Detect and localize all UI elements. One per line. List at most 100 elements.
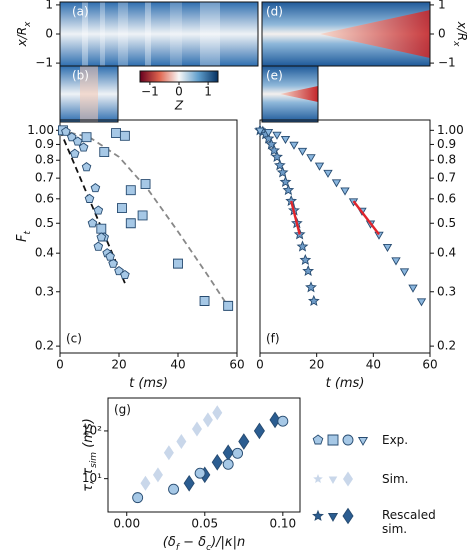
colorbar-tick-label: −1: [141, 85, 159, 99]
panel-label: (b): [72, 69, 89, 83]
y-tick-label: 0.5: [437, 216, 456, 230]
plot-data: [58, 125, 234, 312]
data-point: [81, 162, 92, 172]
data-point: [391, 257, 401, 266]
data-point: [302, 264, 315, 277]
y-tick-label: 10¹: [82, 471, 102, 485]
data-point: [314, 162, 325, 171]
data-point: [125, 185, 136, 196]
data-point: [211, 453, 223, 471]
y-axis-label-part: (ms): [81, 418, 96, 452]
data-point: [90, 183, 101, 193]
y-tick-label: 0.8: [35, 153, 54, 167]
colorbar-label: Z: [174, 99, 184, 113]
legend-marker: [327, 513, 339, 522]
x-tick-label: 20: [111, 358, 126, 372]
trend-line: [290, 200, 301, 235]
colorbar: [139, 70, 219, 83]
data-point: [111, 128, 121, 138]
y-tick-label: 0.7: [35, 171, 54, 185]
data-point: [274, 159, 286, 171]
y-tick-label: 0.5: [35, 216, 54, 230]
panel-label: (c): [66, 332, 82, 346]
x-axis-label-part: c: [206, 543, 211, 552]
data-point: [269, 411, 281, 429]
y-tick-label: 0.6: [35, 191, 54, 205]
y-axis-label-part: F: [15, 234, 30, 242]
x-tick-label: 40: [170, 358, 185, 372]
data-point: [93, 205, 104, 215]
x-tick-label: 60: [229, 358, 244, 372]
y-axis-label-part: x/R: [456, 21, 470, 41]
data-point: [84, 193, 95, 203]
data-point: [120, 269, 130, 280]
y-axis-label-part: sim: [89, 452, 99, 468]
y-tick-label: −1: [438, 56, 456, 70]
trend-line: [352, 200, 380, 236]
x-tick-label: 40: [366, 358, 381, 372]
legend-text: Exp.: [382, 433, 409, 447]
data-point: [399, 268, 410, 277]
panel-label: (f): [266, 332, 280, 346]
data-point: [96, 232, 107, 242]
data-point: [183, 474, 195, 492]
data-point: [238, 433, 250, 450]
x-tick-label: 0.10: [269, 517, 296, 531]
y-axis-label: τ, τsim (ms): [81, 418, 99, 492]
x-tick-label: 0.00: [113, 517, 140, 531]
plot-frame: [259, 119, 431, 354]
y-tick-label: 0.3: [35, 284, 54, 298]
y-axis-label: Ft: [15, 231, 33, 242]
data-point: [137, 210, 148, 221]
data-point: [140, 179, 151, 189]
data-point: [61, 126, 71, 136]
y-tick-label: 0.3: [437, 284, 456, 298]
data-point: [176, 434, 187, 450]
data-point: [163, 445, 174, 461]
data-point: [202, 412, 213, 428]
y-tick-label: 1.00: [437, 123, 464, 137]
y-axis-label-part: x: [23, 21, 33, 28]
data-point: [212, 405, 223, 421]
heatmap-e: [261, 65, 319, 123]
data-point: [307, 294, 320, 307]
legend-marker: [357, 437, 369, 446]
x-axis-label: t (ms): [129, 376, 168, 391]
colorbar-tick-label: 1: [204, 85, 212, 99]
data-point: [280, 135, 291, 144]
legend-marker: [313, 474, 323, 483]
data-point: [382, 243, 393, 252]
panel-label: (g): [114, 403, 131, 417]
x-axis-label-part: − δ: [179, 535, 206, 550]
data-point: [93, 241, 104, 251]
x-axis-label-part: t (ms): [326, 376, 365, 391]
y-tick-label: 0.8: [437, 153, 456, 167]
y-tick-label: 0.9: [437, 137, 456, 151]
data-point: [223, 300, 234, 311]
data-point: [108, 258, 118, 268]
x-tick-label: 0: [56, 358, 64, 372]
data-point: [299, 253, 312, 266]
y-axis-label-part: x: [452, 40, 462, 47]
data-point: [253, 422, 265, 440]
data-point: [173, 258, 183, 269]
trend-line: [59, 129, 232, 312]
legend-marker: [312, 509, 324, 521]
data-point: [96, 223, 107, 234]
y-axis-label-part: x/R: [15, 27, 29, 47]
colorbar-tick-label: 0: [175, 85, 183, 99]
y-axis-label-part: t: [23, 231, 33, 235]
legend-marker: [342, 507, 354, 525]
legend-marker: [343, 471, 353, 487]
x-axis-label-part: )/|κ|n: [210, 535, 245, 550]
data-point: [272, 131, 282, 140]
legend-text: Rescaled sim.: [382, 508, 436, 536]
data-point: [306, 154, 316, 163]
data-point: [168, 483, 180, 495]
x-axis-label-part: t (ms): [129, 376, 168, 391]
legend-marker: [328, 476, 338, 484]
data-point: [72, 136, 83, 146]
y-tick-label: −1: [35, 56, 53, 70]
data-point: [152, 467, 163, 483]
